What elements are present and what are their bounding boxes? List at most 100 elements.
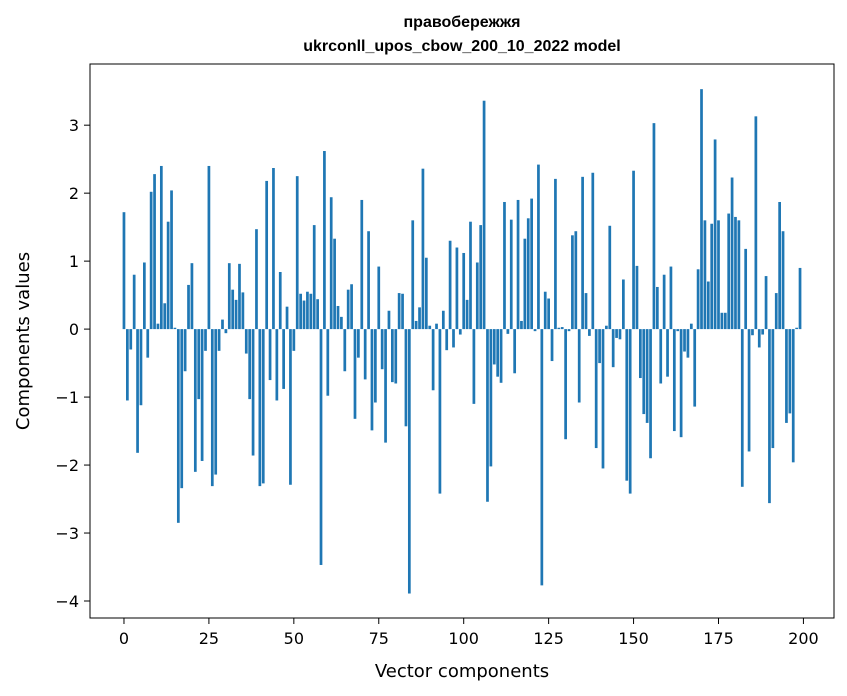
bar xyxy=(520,320,523,330)
bar xyxy=(448,240,452,330)
x-axis-label: Vector components xyxy=(375,661,549,682)
bar xyxy=(628,329,632,494)
bar xyxy=(771,329,775,449)
bar xyxy=(642,329,646,415)
bar xyxy=(455,247,459,330)
bar xyxy=(445,329,449,351)
y-tick-label: 2 xyxy=(69,184,79,203)
bar xyxy=(350,284,353,330)
bar xyxy=(577,329,581,403)
bar xyxy=(730,177,734,330)
bar xyxy=(377,266,381,330)
bar xyxy=(156,323,160,330)
bar xyxy=(700,89,703,330)
bar xyxy=(404,329,408,427)
bar xyxy=(210,329,214,487)
bar xyxy=(176,329,180,523)
bar xyxy=(778,201,781,330)
bar xyxy=(632,170,635,330)
bar xyxy=(418,307,421,330)
bar xyxy=(143,262,146,330)
bar xyxy=(146,329,150,358)
bar xyxy=(336,305,340,330)
bar xyxy=(248,329,252,400)
bar xyxy=(581,176,584,330)
bar xyxy=(187,284,190,330)
bar xyxy=(200,329,204,461)
bar xyxy=(744,248,748,330)
bar xyxy=(747,329,751,452)
bar xyxy=(343,329,347,372)
bar xyxy=(489,329,493,467)
bar xyxy=(591,172,595,330)
bar xyxy=(265,180,269,330)
bar xyxy=(557,327,561,330)
y-tick-label: −1 xyxy=(55,388,79,407)
bar xyxy=(363,329,367,380)
bar xyxy=(543,291,547,330)
bar xyxy=(754,116,758,330)
bar xyxy=(261,329,265,484)
bar xyxy=(608,225,612,330)
bar xyxy=(469,221,472,330)
bar xyxy=(560,327,564,330)
bar xyxy=(679,329,683,438)
bar xyxy=(751,329,754,336)
bar xyxy=(584,293,588,330)
x-tick-label: 25 xyxy=(199,629,219,648)
bar xyxy=(740,329,744,487)
bar xyxy=(659,329,663,384)
bar xyxy=(166,221,170,330)
bar xyxy=(513,329,517,374)
y-tick-label: −4 xyxy=(55,592,79,611)
bar xyxy=(214,329,218,475)
y-tick-label: 1 xyxy=(69,252,79,271)
chart-title-line1: правобережжя xyxy=(404,14,521,31)
bar xyxy=(452,329,455,348)
bar xyxy=(666,329,669,377)
bar xyxy=(384,329,387,443)
bar xyxy=(649,329,652,459)
bar xyxy=(346,289,350,330)
bar xyxy=(397,293,401,330)
bar xyxy=(129,329,133,350)
x-tick-label: 0 xyxy=(119,629,129,648)
x-tick-label: 75 xyxy=(369,629,389,648)
bar xyxy=(727,213,731,330)
bar xyxy=(686,329,690,358)
bar xyxy=(554,178,557,330)
bar xyxy=(710,223,714,330)
bar xyxy=(391,329,394,383)
bar xyxy=(380,329,384,370)
bar xyxy=(768,329,771,504)
bar xyxy=(282,329,285,389)
bar xyxy=(302,300,306,330)
bar xyxy=(757,329,761,348)
bar xyxy=(132,274,136,330)
bar xyxy=(683,329,686,352)
bar xyxy=(655,286,659,330)
bar xyxy=(255,229,258,330)
bar xyxy=(153,174,156,330)
bar xyxy=(333,238,336,330)
chart-title-line2: ukrconll_upos_cbow_200_10_2022 model xyxy=(303,38,620,55)
x-tick-label: 100 xyxy=(448,629,479,648)
bar xyxy=(295,176,299,330)
bar xyxy=(635,265,639,330)
bar xyxy=(394,329,398,384)
bar xyxy=(139,329,143,406)
x-tick-label: 50 xyxy=(284,629,304,648)
y-axis-label: Components values xyxy=(13,252,34,430)
bar xyxy=(438,329,442,494)
bar xyxy=(720,312,724,330)
bar xyxy=(706,281,710,330)
bar xyxy=(798,267,802,330)
bar xyxy=(126,329,129,401)
bar xyxy=(251,329,255,456)
y-tick-label: 0 xyxy=(69,320,79,339)
bar xyxy=(180,329,184,489)
bar xyxy=(441,310,445,330)
bar xyxy=(122,212,126,330)
bar xyxy=(421,168,425,330)
x-axis-ticks: 0 25 50 75 100 125 150 175 200 xyxy=(119,618,819,648)
